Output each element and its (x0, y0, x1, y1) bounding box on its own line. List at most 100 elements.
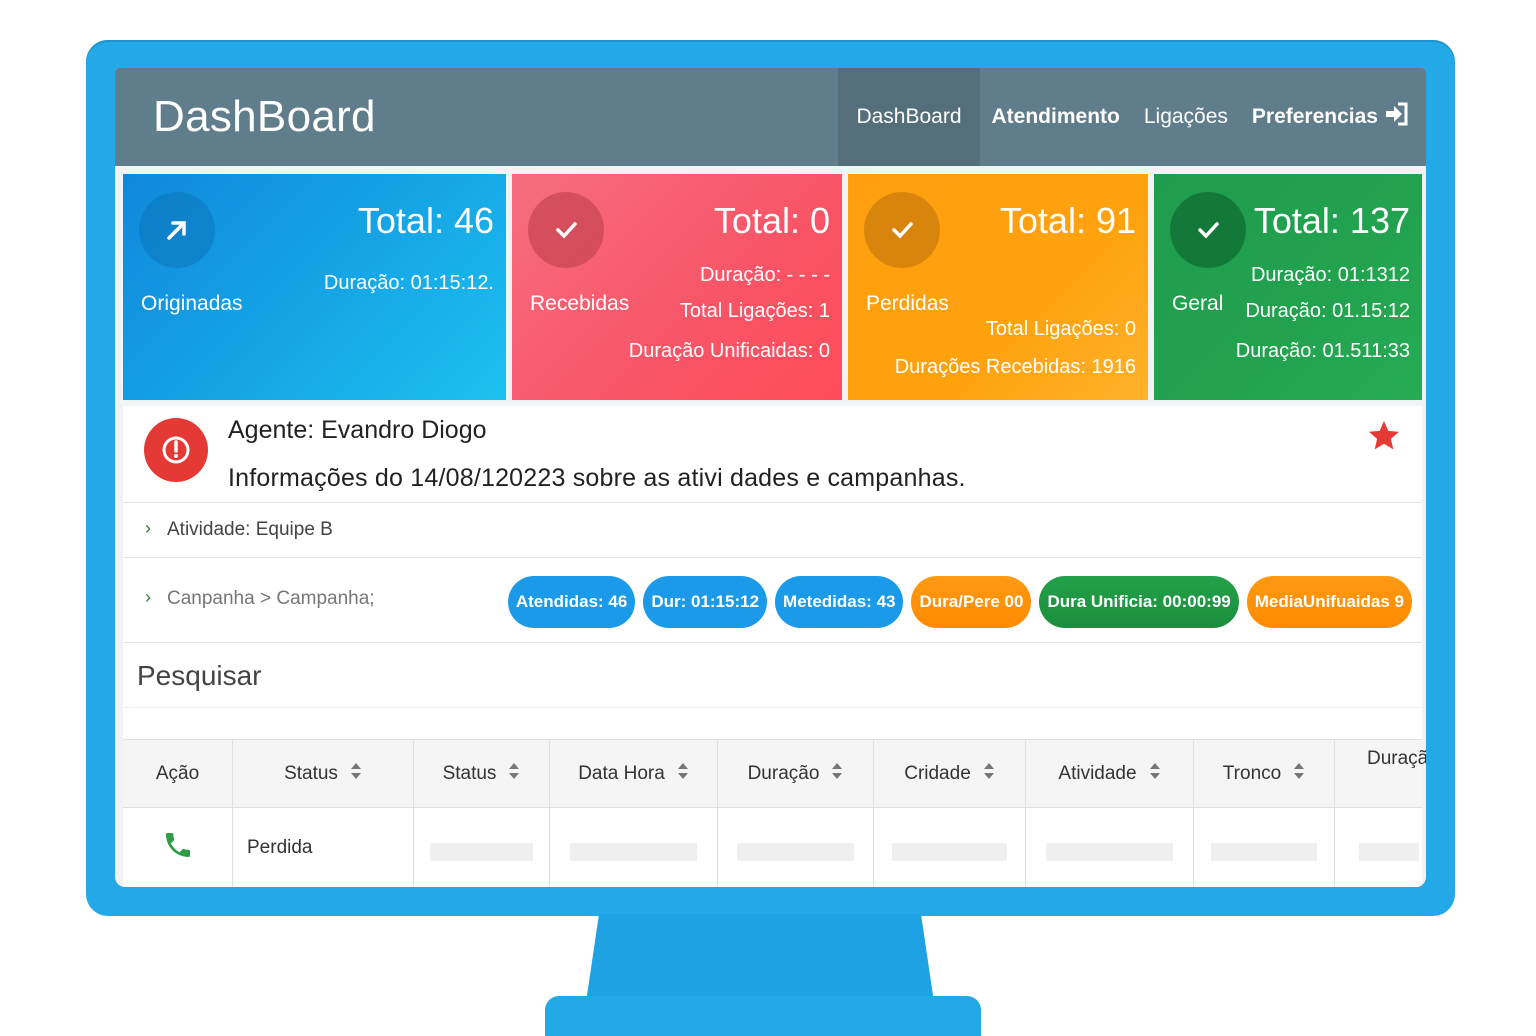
agent-info: Informações do 14/08/120223 sobre as ati… (228, 464, 966, 492)
column-label: Atividade (1058, 762, 1137, 784)
column-label: Tronco (1222, 762, 1282, 784)
nav-atendimento[interactable]: Atendimento (991, 105, 1120, 128)
campaign-row[interactable]: › Canpanha > Campanha; Atendidas: 46 Dur… (123, 557, 1422, 642)
check-icon (1170, 192, 1246, 268)
card-line: Duração: 01:1312 (1250, 264, 1410, 286)
card-total: Total: 137 (1253, 200, 1410, 241)
search-bar (123, 642, 1422, 708)
sort-icon[interactable] (1149, 762, 1161, 786)
table-cell (874, 808, 1026, 887)
top-bar: DashBoard DashBoard Atendimento Ligações… (115, 68, 1426, 166)
pill-duracao[interactable]: Dur: 01:15:12 (643, 576, 768, 628)
check-icon (528, 192, 604, 268)
calls-table: Ação Status Status Data Hora Duração Cri… (123, 739, 1426, 887)
card-originadas[interactable]: Originadas Total: 46 Duração: 01:15:12. (123, 174, 506, 400)
agent-panel: Agente: Evandro Diogo Informações do 14/… (123, 406, 1426, 887)
loading-bar (430, 843, 533, 861)
card-recebidas[interactable]: Recebidas Total: 0 Duração: - - - - Tota… (512, 174, 842, 400)
sign-in-icon[interactable] (1384, 101, 1410, 133)
card-label: Recebidas (530, 292, 630, 315)
loading-bar (570, 843, 697, 861)
nav-dashboard[interactable]: DashBoard (838, 68, 980, 166)
power-icon (144, 418, 208, 482)
loading-bar (1359, 843, 1419, 861)
main-nav: DashBoard Atendimento Ligações Preferenc… (838, 68, 1426, 166)
pill-dura-unificia[interactable]: Dura Unificia: 00:00:99 (1039, 576, 1239, 628)
card-line: Duração Unificaidas: 0 (628, 340, 830, 362)
column-header[interactable]: Tronco (1194, 740, 1335, 807)
monitor-stand-base (545, 996, 981, 1036)
sort-icon[interactable] (677, 762, 689, 786)
arrow-up-right-icon (139, 192, 215, 268)
nav-preferencias[interactable]: Preferencias (1240, 68, 1426, 166)
activity-text: Atividade: Equipe B (167, 519, 333, 540)
column-header[interactable]: Data Hora (550, 740, 718, 807)
table-body: Perdida (123, 808, 1422, 887)
card-total: Total: 91 (999, 200, 1136, 241)
chevron-right-icon: › (145, 518, 151, 538)
loading-bar (736, 843, 855, 861)
campaign-pills: Atendidas: 46 Dur: 01:15:12 Metedidas: 4… (507, 576, 1412, 628)
agent-name: Agente: Evandro Diogo (228, 416, 487, 444)
column-label: Ação (155, 762, 200, 784)
brand-title: DashBoard (153, 92, 376, 141)
sort-icon[interactable] (350, 762, 362, 786)
table-cell (550, 808, 718, 887)
loading-bar (892, 843, 1007, 861)
card-line: Duração: - - - - (699, 264, 830, 286)
screen: DashBoard DashBoard Atendimento Ligações… (115, 68, 1426, 887)
campaign-text: Canpanha > Campanha; (167, 588, 375, 609)
column-label: Duração (747, 762, 820, 784)
card-line: Duração: 01.511:33 (1235, 340, 1410, 362)
column-header[interactable]: Status (414, 740, 550, 807)
column-header[interactable]: Cridade (874, 740, 1026, 807)
table-cell (1194, 808, 1335, 887)
card-label: Geral (1172, 292, 1224, 315)
loading-bar (1046, 843, 1173, 861)
table-cell (718, 808, 874, 887)
star-icon[interactable] (1366, 418, 1402, 459)
phone-icon[interactable] (162, 829, 194, 867)
card-total: Total: 0 (713, 200, 830, 241)
column-header[interactable]: Ação (123, 740, 233, 807)
column-header[interactable]: Duraçã (1335, 740, 1426, 807)
row-status: Perdida (247, 837, 313, 858)
column-header[interactable]: Status (233, 740, 414, 807)
nav-preferencias-label: Preferencias (1251, 105, 1378, 128)
card-perdidas[interactable]: Perdidas Total: 91 Total Ligações: 0 Dur… (848, 174, 1148, 400)
card-label: Perdidas (866, 292, 949, 315)
card-geral[interactable]: Geral Total: 137 Duração: 01:1312 Duraçã… (1154, 174, 1422, 400)
column-label: Status (442, 762, 497, 784)
column-header[interactable]: Duração (718, 740, 874, 807)
table-cell (414, 808, 550, 887)
monitor-stand-neck (585, 914, 935, 1009)
chevron-right-icon: › (145, 587, 151, 607)
table-header: Ação Status Status Data Hora Duração Cri… (123, 740, 1426, 808)
pill-media-unificadas[interactable]: MediaUnifuaidas 9 (1246, 576, 1412, 628)
card-label: Originadas (141, 292, 243, 315)
nav-ligacoes[interactable]: Ligações (1143, 105, 1228, 128)
table-cell (1026, 808, 1194, 887)
loading-bar (1210, 843, 1318, 861)
card-line: Duração: 01:15:12. (323, 272, 494, 294)
column-label: Status (284, 762, 338, 784)
sort-icon[interactable] (983, 762, 995, 786)
card-line: Total Ligações: 1 (679, 300, 830, 322)
column-label: Duraçã (1367, 748, 1426, 769)
search-input[interactable] (135, 655, 839, 697)
table-cell (123, 808, 233, 887)
card-total: Total: 46 (357, 200, 494, 241)
table-cell: Perdida (233, 808, 414, 887)
sort-icon[interactable] (1293, 762, 1305, 786)
pill-metedidas[interactable]: Metedidas: 43 (775, 576, 904, 628)
check-icon (864, 192, 940, 268)
column-label: Cridade (904, 762, 971, 784)
column-label: Data Hora (578, 762, 665, 784)
activity-row[interactable]: › Atividade: Equipe B (123, 502, 1422, 557)
column-header[interactable]: Atividade (1026, 740, 1194, 807)
sort-icon[interactable] (508, 762, 520, 786)
pill-dura-pere[interactable]: Dura/Pere 00 (911, 576, 1032, 628)
pill-atendidas[interactable]: Atendidas: 46 (507, 576, 636, 628)
sort-icon[interactable] (831, 762, 843, 786)
card-line: Total Ligações: 0 (985, 318, 1136, 340)
